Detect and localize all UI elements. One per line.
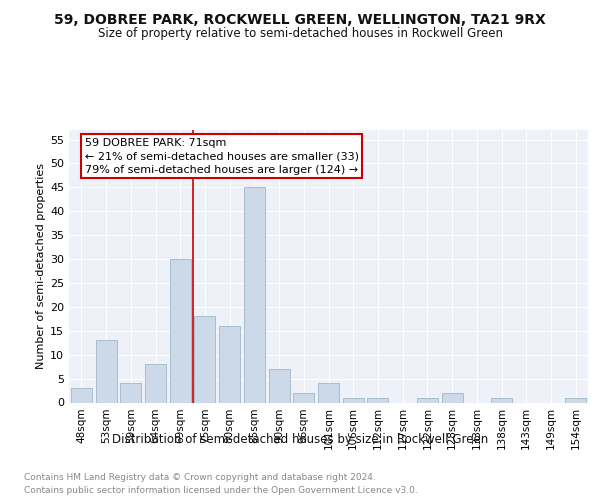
- Bar: [318, 384, 339, 402]
- Bar: [194, 316, 215, 402]
- Bar: [565, 398, 586, 402]
- Bar: [145, 364, 166, 403]
- Bar: [120, 384, 141, 402]
- Text: Distribution of semi-detached houses by size in Rockwell Green: Distribution of semi-detached houses by …: [112, 432, 488, 446]
- Text: Contains HM Land Registry data © Crown copyright and database right 2024.: Contains HM Land Registry data © Crown c…: [24, 472, 376, 482]
- Bar: [95, 340, 116, 402]
- Bar: [269, 369, 290, 402]
- Bar: [244, 188, 265, 402]
- Text: Contains public sector information licensed under the Open Government Licence v3: Contains public sector information licen…: [24, 486, 418, 495]
- Bar: [367, 398, 388, 402]
- Bar: [219, 326, 240, 402]
- Y-axis label: Number of semi-detached properties: Number of semi-detached properties: [36, 163, 46, 369]
- Bar: [293, 393, 314, 402]
- Text: 59 DOBREE PARK: 71sqm
← 21% of semi-detached houses are smaller (33)
79% of semi: 59 DOBREE PARK: 71sqm ← 21% of semi-deta…: [85, 138, 359, 174]
- Bar: [442, 393, 463, 402]
- Text: Size of property relative to semi-detached houses in Rockwell Green: Size of property relative to semi-detach…: [97, 28, 503, 40]
- Bar: [170, 259, 191, 402]
- Text: 59, DOBREE PARK, ROCKWELL GREEN, WELLINGTON, TA21 9RX: 59, DOBREE PARK, ROCKWELL GREEN, WELLING…: [54, 12, 546, 26]
- Bar: [417, 398, 438, 402]
- Bar: [343, 398, 364, 402]
- Bar: [71, 388, 92, 402]
- Bar: [491, 398, 512, 402]
